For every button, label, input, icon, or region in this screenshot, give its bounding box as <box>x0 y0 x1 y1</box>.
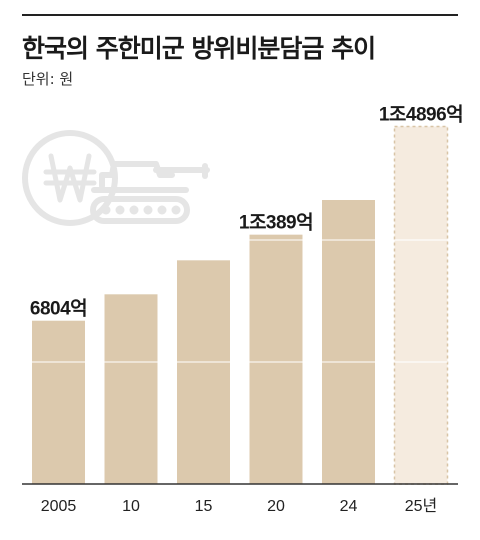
data-label: 1조389억 <box>239 212 313 234</box>
won-symbol-icon <box>43 153 97 203</box>
bar <box>104 294 158 484</box>
x-tick-label: 24 <box>340 498 358 515</box>
x-tick-label: 20 <box>267 498 285 515</box>
chart-title: 한국의 주한미군 방위비분담금 추이 <box>22 34 376 63</box>
top-rule <box>22 14 458 16</box>
won-coin-icon <box>22 130 118 226</box>
data-label: 6804억 <box>30 298 87 320</box>
x-tick-label: 10 <box>122 498 140 515</box>
tank-wheels-icon <box>101 205 181 215</box>
bar <box>32 320 85 484</box>
bar-projected <box>393 125 449 485</box>
bar <box>177 260 230 484</box>
data-label: 1조4896억 <box>379 103 463 125</box>
x-tick-label: 2005 <box>41 498 77 515</box>
x-tick-label: 25년 <box>405 497 438 515</box>
x-tick-label: 15 <box>195 498 213 515</box>
tank-icon <box>90 161 210 224</box>
unit-label: 단위: 원 <box>22 70 74 88</box>
bar <box>322 200 375 484</box>
bar <box>249 234 303 484</box>
won-tank-icon <box>22 130 210 226</box>
